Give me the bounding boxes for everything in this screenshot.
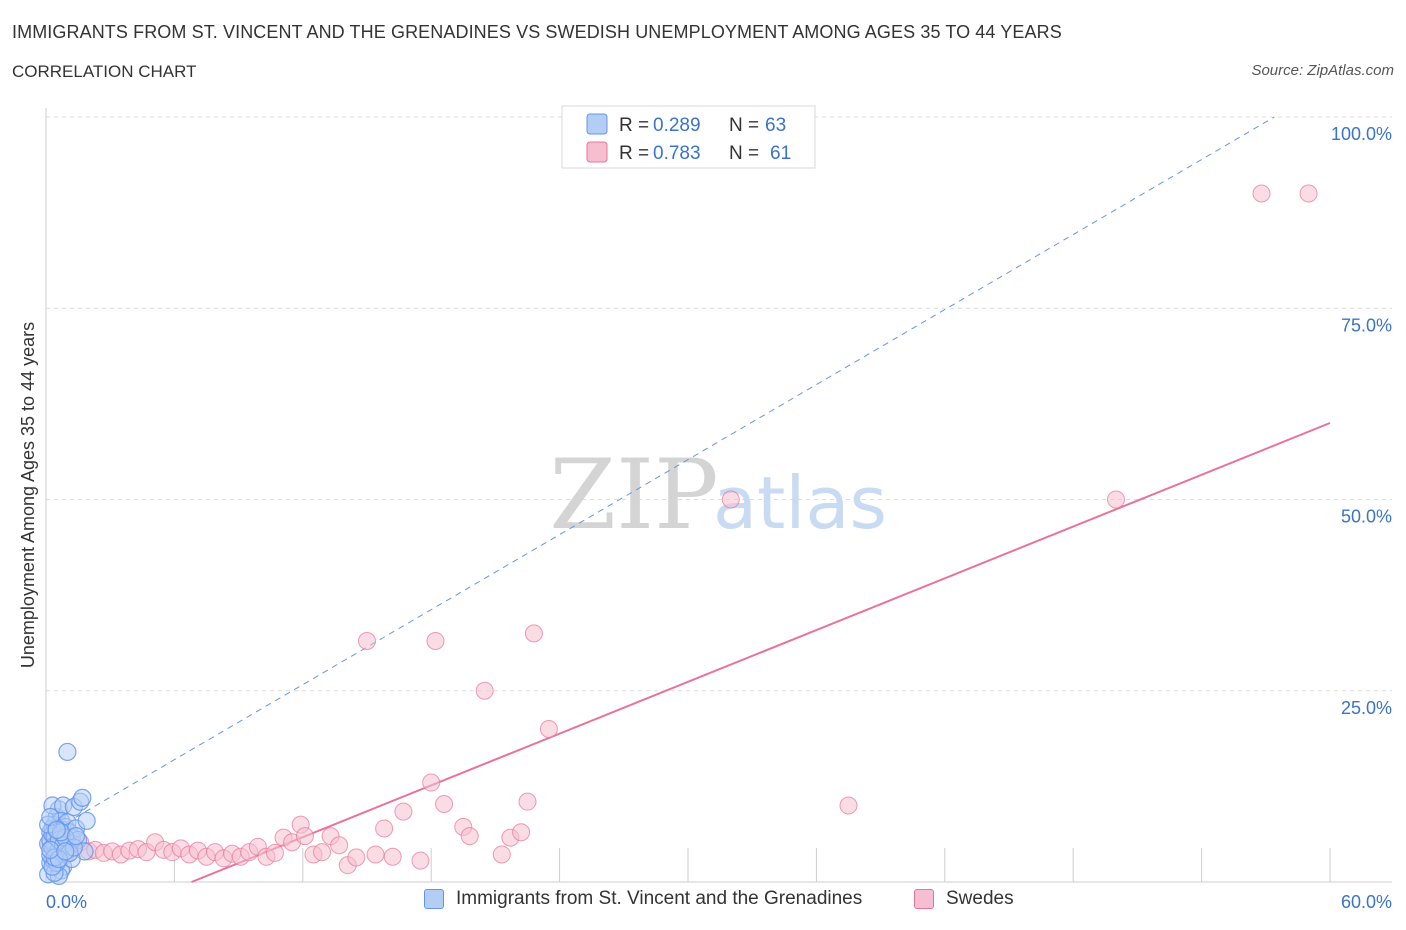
- data-point-swedes: [539, 720, 558, 738]
- data-point-immigrants: [56, 842, 75, 861]
- x-tick-label: 0.0%: [46, 892, 87, 912]
- data-point-swedes: [358, 632, 376, 651]
- y-tick-label: 100.0%: [1331, 124, 1392, 144]
- data-point-immigrants: [47, 820, 66, 840]
- x-tick-label: 60.0%: [1341, 892, 1392, 912]
- data-point-swedes: [422, 773, 441, 792]
- legend-box-n-label: N =: [729, 143, 759, 164]
- tick-labels: 100.0% 75.0% 50.0% 25.0% 0.0% 60.0%: [46, 124, 1392, 912]
- data-point-swedes: [411, 851, 430, 870]
- data-point-swedes: [492, 845, 511, 864]
- legend-box-n-value: 61: [770, 143, 791, 164]
- data-point-swedes: [375, 819, 394, 838]
- legend-box-r-label: R =: [619, 143, 649, 164]
- data-point-swedes: [839, 796, 858, 815]
- legend-box-n-value: 63: [765, 115, 786, 136]
- legend-box-swatch-blue: [586, 113, 608, 135]
- data-point-immigrants: [66, 826, 86, 846]
- trend-line-immigrants: [56, 116, 1275, 829]
- data-point-immigrants: [73, 788, 92, 807]
- legend-swatch-blue: [424, 889, 444, 909]
- watermark-zip: ZIP: [549, 439, 718, 551]
- data-point-swedes: [475, 681, 494, 700]
- y-axis-label: Unemployment Among Ages 35 to 44 years: [18, 322, 38, 668]
- data-point-swedes: [366, 845, 385, 864]
- legend-label: Swedes: [946, 888, 1014, 909]
- data-point-swedes: [1107, 490, 1125, 509]
- data-point-immigrants: [77, 811, 96, 830]
- data-point-swedes: [347, 848, 366, 867]
- data-point-swedes: [460, 827, 479, 846]
- legend-box-swatch-pink: [586, 141, 608, 163]
- data-point-swedes: [426, 632, 445, 651]
- data-point-swedes: [394, 802, 413, 821]
- data-point-swedes: [1299, 184, 1318, 203]
- legend-item-swedes: Swedes: [914, 888, 1014, 910]
- source-credit: Source: ZipAtlas.com: [1251, 62, 1394, 79]
- data-point-swedes: [435, 794, 454, 813]
- data-point-swedes: [518, 792, 537, 811]
- data-point-swedes: [295, 827, 314, 846]
- data-point-swedes: [313, 843, 332, 862]
- legend-box-r-value: 0.783: [653, 143, 701, 164]
- chart-subtitle: CORRELATION CHART: [12, 62, 197, 81]
- bottom-legend: Immigrants from St. Vincent and the Gren…: [0, 888, 1406, 918]
- legend-label: Immigrants from St. Vincent and the Gren…: [456, 888, 863, 909]
- legend-box: R = 0.289 N = 63 R = 0.783 N = 61: [561, 105, 816, 169]
- data-point-swedes: [1252, 184, 1271, 203]
- trend-lines: [56, 116, 1331, 883]
- legend-box-n-label: N =: [729, 115, 759, 136]
- legend-box-r-value: 0.289: [653, 115, 701, 136]
- gridlines: [46, 116, 1392, 692]
- watermark-atlas: atlas: [713, 461, 887, 545]
- data-point-swedes: [512, 823, 531, 842]
- trend-line-swedes: [191, 422, 1331, 883]
- y-tick-label: 25.0%: [1341, 698, 1392, 718]
- data-point-swedes: [524, 624, 543, 643]
- data-point-swedes: [330, 836, 349, 855]
- legend-swatch-pink: [914, 889, 934, 909]
- legend-item-immigrants: Immigrants from St. Vincent and the Gren…: [424, 888, 862, 910]
- data-point-immigrants: [58, 742, 77, 762]
- data-point-swedes: [721, 490, 740, 509]
- data-point-immigrants: [41, 840, 60, 859]
- data-points: [39, 184, 1318, 885]
- y-tick-label: 75.0%: [1341, 315, 1392, 335]
- y-tick-label: 50.0%: [1341, 507, 1392, 527]
- chart-title: IMMIGRANTS FROM ST. VINCENT AND THE GREN…: [12, 22, 1062, 42]
- data-point-swedes: [265, 843, 284, 862]
- data-point-swedes: [383, 847, 402, 866]
- legend-box-r-label: R =: [619, 115, 649, 136]
